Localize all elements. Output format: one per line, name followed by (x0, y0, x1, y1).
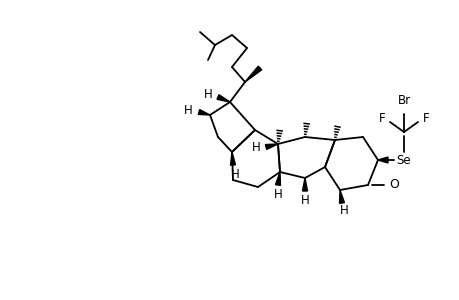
Polygon shape (217, 95, 230, 102)
Polygon shape (275, 172, 280, 185)
Polygon shape (245, 66, 261, 82)
Text: O: O (388, 178, 398, 191)
Text: H: H (230, 167, 239, 181)
Polygon shape (265, 144, 277, 149)
Text: H: H (203, 88, 212, 100)
Text: H: H (183, 103, 192, 116)
Text: Se: Se (396, 154, 410, 166)
Text: Br: Br (397, 94, 410, 106)
Text: H: H (300, 194, 309, 206)
Polygon shape (339, 190, 344, 203)
Polygon shape (230, 152, 235, 165)
Text: H: H (251, 140, 260, 154)
Text: F: F (422, 112, 428, 124)
Text: F: F (378, 112, 385, 124)
Text: H: H (273, 188, 282, 200)
Polygon shape (377, 157, 387, 163)
Polygon shape (302, 178, 307, 191)
Polygon shape (198, 110, 210, 115)
Text: H: H (339, 205, 347, 218)
